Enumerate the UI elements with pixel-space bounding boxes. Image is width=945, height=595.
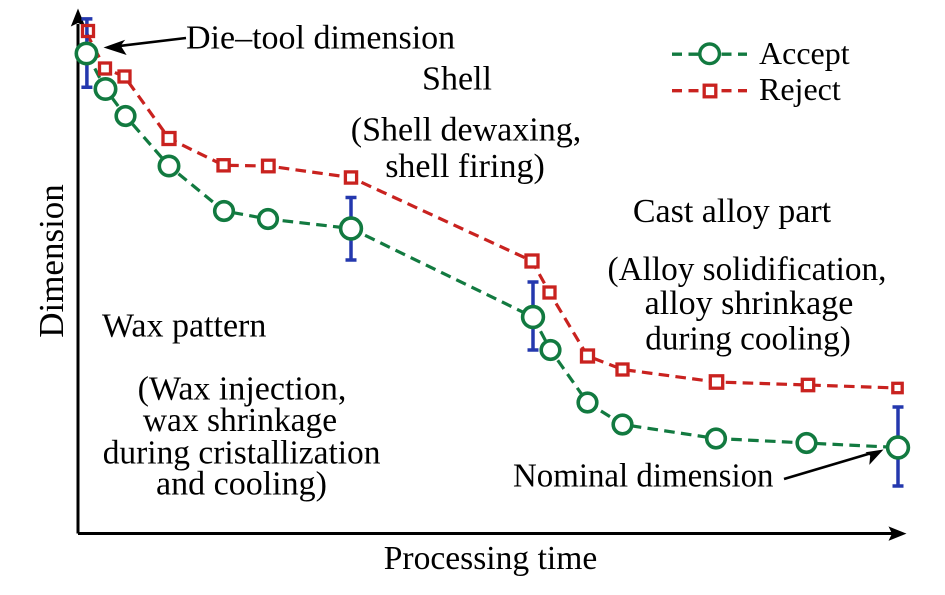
svg-text:Dimension: Dimension — [32, 184, 71, 338]
svg-text:Wax pattern: Wax pattern — [102, 307, 266, 344]
svg-text:(Wax injection,: (Wax injection, — [138, 370, 347, 407]
svg-text:Cast alloy part: Cast alloy part — [633, 193, 832, 230]
svg-text:Reject: Reject — [759, 71, 841, 107]
svg-text:Nominal dimension: Nominal dimension — [513, 458, 774, 495]
svg-text:Processing time: Processing time — [384, 540, 598, 577]
svg-text:(Alloy solidification,: (Alloy solidification, — [608, 251, 887, 288]
svg-text:and cooling): and cooling) — [156, 466, 327, 503]
svg-text:Die–tool dimension: Die–tool dimension — [186, 20, 455, 57]
svg-text:alloy shrinkage: alloy shrinkage — [645, 285, 854, 322]
svg-text:(Shell dewaxing,: (Shell dewaxing, — [351, 112, 581, 149]
svg-text:shell firing): shell firing) — [385, 148, 545, 185]
svg-text:during cooling): during cooling) — [645, 321, 851, 358]
svg-text:Accept: Accept — [759, 35, 850, 71]
svg-text:Shell: Shell — [422, 60, 492, 97]
svg-text:during cristallization: during cristallization — [103, 434, 381, 471]
svg-text:wax shrinkage: wax shrinkage — [143, 402, 337, 439]
